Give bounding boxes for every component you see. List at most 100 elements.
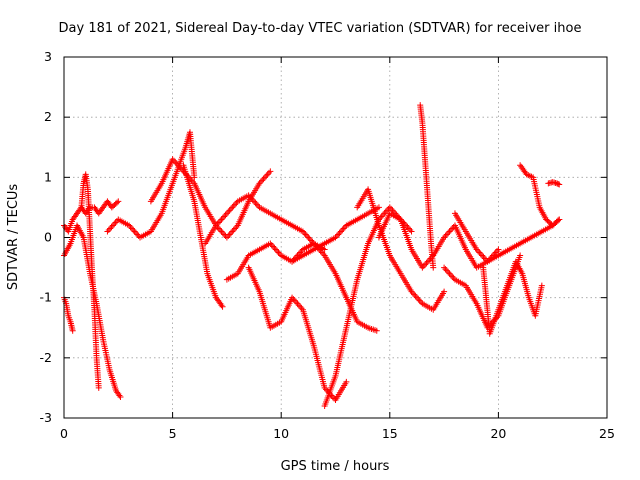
series-sat-t	[545, 179, 563, 188]
data-point	[303, 232, 310, 239]
data-point	[223, 234, 230, 241]
data-point	[445, 229, 452, 236]
data-point	[337, 228, 344, 235]
data-point	[132, 229, 139, 236]
series-sat-n	[375, 210, 502, 271]
data-point	[232, 201, 239, 208]
data-point	[215, 219, 222, 226]
data-point	[135, 232, 142, 239]
data-point	[264, 171, 271, 178]
data-point	[446, 270, 453, 277]
data-point	[340, 225, 347, 232]
data-point	[386, 204, 393, 211]
data-point	[117, 393, 124, 400]
data-point	[554, 217, 561, 224]
x-tick-label: 15	[382, 426, 398, 441]
data-point	[443, 231, 450, 238]
series-sat-a	[61, 198, 122, 235]
data-point	[408, 228, 415, 235]
data-point	[446, 228, 453, 235]
y-tick-label: 0	[44, 230, 52, 245]
chart-title: Day 181 of 2021, Sidereal Day-to-day VTE…	[59, 21, 582, 36]
data-point	[449, 273, 456, 280]
data-point	[263, 172, 270, 179]
data-point	[265, 169, 272, 176]
data-point	[267, 168, 274, 175]
y-tick-label: -3	[40, 410, 52, 425]
data-point	[389, 207, 396, 214]
data-point	[378, 213, 385, 220]
data-point	[302, 231, 309, 238]
data-point	[441, 264, 448, 271]
y-tick-label: 1	[44, 169, 52, 184]
data-point	[305, 234, 312, 241]
data-point	[380, 211, 387, 218]
data-point	[477, 251, 484, 258]
data-point	[415, 296, 422, 303]
data-point	[225, 208, 232, 215]
data-point	[227, 229, 234, 236]
data-point	[172, 159, 179, 166]
data-point	[232, 225, 239, 232]
series-sat-d	[78, 171, 102, 391]
data-point	[430, 264, 437, 271]
data-point	[443, 267, 450, 274]
data-point	[291, 297, 298, 304]
data-point	[222, 211, 229, 218]
series-sat-b	[61, 294, 76, 334]
data-point	[442, 266, 449, 273]
series-sat-r	[480, 258, 545, 337]
y-tick-label: 2	[44, 109, 52, 124]
data-point	[556, 216, 563, 223]
data-point	[105, 226, 112, 233]
y-tick-label: -1	[40, 290, 52, 305]
data-point	[111, 220, 118, 227]
y-axis-label: SDTVAR / TECUs	[6, 184, 21, 291]
data-point	[517, 252, 524, 259]
data-point	[221, 231, 228, 238]
data-point	[107, 225, 114, 232]
data-point	[230, 226, 237, 233]
data-point	[104, 228, 111, 235]
data-point	[217, 217, 224, 224]
data-point	[295, 302, 302, 309]
data-point	[191, 174, 198, 181]
data-point	[329, 393, 336, 400]
data-point	[447, 226, 454, 233]
data-point	[229, 228, 236, 235]
data-point	[318, 249, 325, 256]
data-point	[336, 229, 343, 236]
data-point	[413, 294, 420, 301]
data-point	[343, 378, 350, 385]
data-point	[335, 231, 342, 238]
data-point	[445, 269, 452, 276]
data-point	[95, 384, 102, 391]
series-sat-l	[321, 204, 415, 409]
data-point	[217, 226, 224, 233]
data-point	[294, 300, 301, 307]
data-point	[479, 252, 486, 259]
series-sat-e	[104, 129, 198, 241]
data-point	[229, 204, 236, 211]
data-point	[293, 299, 300, 306]
data-point	[495, 246, 502, 253]
y-tick-label: 3	[44, 49, 52, 64]
data-point	[556, 181, 563, 188]
series-sat-j	[245, 264, 350, 403]
x-tick-label: 20	[490, 426, 506, 441]
data-point	[252, 199, 259, 206]
x-tick-label: 25	[599, 426, 615, 441]
data-point	[215, 225, 222, 232]
series-sat-h	[202, 192, 328, 253]
data-point	[339, 226, 346, 233]
y-tick-label: -2	[40, 350, 52, 365]
data-point	[405, 225, 412, 232]
series-sat-c	[61, 222, 124, 400]
data-point	[227, 205, 234, 212]
x-axis-label: GPS time / hours	[281, 459, 390, 474]
data-point	[275, 249, 282, 256]
series-sat-g	[180, 162, 226, 310]
data-point	[218, 216, 225, 223]
data-point	[223, 210, 230, 217]
